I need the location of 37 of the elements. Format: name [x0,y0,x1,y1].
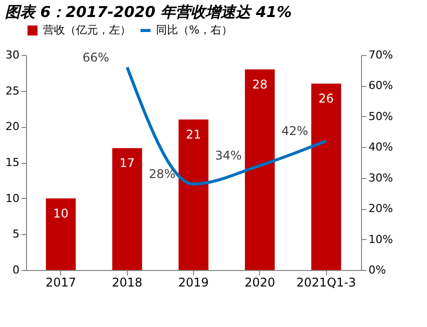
y2-tick-label: 70% [368,48,393,62]
bar [46,198,76,270]
y-tick-label: 0 [12,264,20,276]
y2-tick-label: 60% [368,79,393,92]
data-label: 66% [82,50,110,64]
legend-label: 营收（亿元，左） [43,24,131,36]
bar [311,84,342,270]
data-label: 10 [53,206,68,220]
bar [112,148,142,270]
data-label: 42% [282,124,308,138]
y2-tick-label: 50% [368,110,393,123]
x-tick-label: 2018 [112,276,142,290]
legend-label: 同比（%，右） [156,24,232,36]
y-tick-label: 25 [6,84,20,98]
y2-tick-label: 0% [368,264,386,276]
y-tick-label: 5 [12,228,20,241]
x-tick-label: 2020 [244,276,276,290]
y2-tick-label: 30% [368,171,393,184]
data-label: 21 [186,128,202,142]
data-label: 28 [252,77,268,92]
data-label: 28% [148,167,176,181]
data-label: 34% [215,148,242,163]
bar [178,120,208,270]
x-tick-label: 2021Q1-3 [296,276,356,290]
chart-title: 图表 6：2017-2020 年营收增速达 41% [5,3,292,21]
y2-tick-label: 40% [368,140,393,154]
data-label: 17 [120,156,135,170]
y2-tick-label: 20% [368,202,393,216]
y-tick-label: 30 [6,48,20,62]
y2-tick-label: 10% [368,232,393,246]
y-tick-label: 10 [6,192,20,205]
y-tick-label: 15 [6,156,20,169]
x-tick-label: 2017 [46,276,76,290]
data-label: 26 [318,92,334,106]
y-tick-label: 20 [6,120,20,134]
x-tick-label: 2019 [178,276,209,290]
bar [244,69,275,270]
